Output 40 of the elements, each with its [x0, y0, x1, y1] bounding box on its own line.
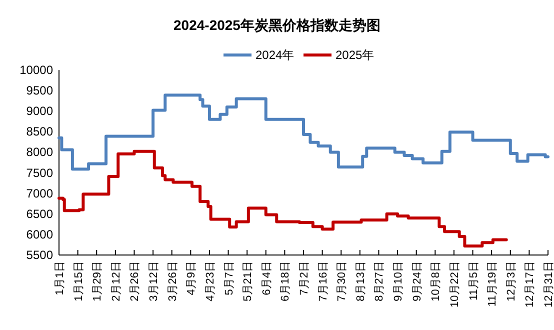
x-tick-label: 4月23日 — [204, 261, 216, 302]
x-tick-label: 4月9日 — [186, 261, 198, 296]
x-tick-label: 5月7日 — [223, 261, 236, 296]
x-tick-label: 8月13日 — [354, 261, 367, 302]
x-tick-label: 2月26日 — [129, 261, 142, 302]
legend-label: 2024年 — [256, 48, 294, 62]
x-tick-label: 9月24日 — [411, 261, 424, 302]
x-tick-label: 11月19日 — [486, 261, 499, 307]
x-tick-label: 3月12日 — [148, 261, 160, 302]
y-tick-label: 8500 — [26, 124, 54, 139]
y-tick-label: 6500 — [26, 206, 54, 221]
x-tick-label: 3月26日 — [166, 261, 179, 302]
x-tick-label: 7月16日 — [317, 261, 330, 302]
x-tick-label: 5月21日 — [242, 261, 254, 302]
x-tick-label: 12月31日 — [543, 261, 554, 308]
y-tick-label: 10000 — [20, 63, 54, 77]
y-tick-label: 9500 — [26, 84, 54, 98]
x-tick-label: 1月29日 — [92, 261, 104, 302]
x-tick-label: 10月8日 — [430, 261, 442, 302]
chart-title: 2024-2025年炭黑价格指数走势图 — [174, 17, 380, 33]
y-tick-label: 9000 — [26, 104, 54, 118]
x-tick-label: 8月27日 — [374, 261, 386, 302]
x-tick-label: 10月22日 — [448, 261, 461, 308]
y-tick-label: 5500 — [26, 248, 54, 262]
x-tick-label: 1月1日 — [54, 261, 66, 296]
x-tick-label: 11月5日 — [468, 261, 480, 301]
y-tick-label: 8000 — [26, 145, 54, 160]
x-tick-label: 7月2日 — [298, 261, 310, 296]
x-tick-label: 6月18日 — [280, 261, 292, 302]
y-tick-label: 7000 — [26, 186, 54, 200]
y-tick-label: 7500 — [26, 166, 54, 180]
x-tick-label: 12月3日 — [505, 261, 518, 302]
x-tick-label: 6月4日 — [260, 261, 273, 296]
x-tick-label: 1月15日 — [72, 261, 85, 302]
y-tick-label: 6000 — [26, 227, 54, 242]
x-tick-label: 2月12日 — [110, 261, 122, 302]
x-tick-label: 12月17日 — [524, 261, 536, 308]
x-tick-label: 9月10日 — [392, 261, 405, 302]
x-tick-label: 7月30日 — [336, 261, 348, 302]
legend-label: 2025年 — [336, 48, 374, 62]
